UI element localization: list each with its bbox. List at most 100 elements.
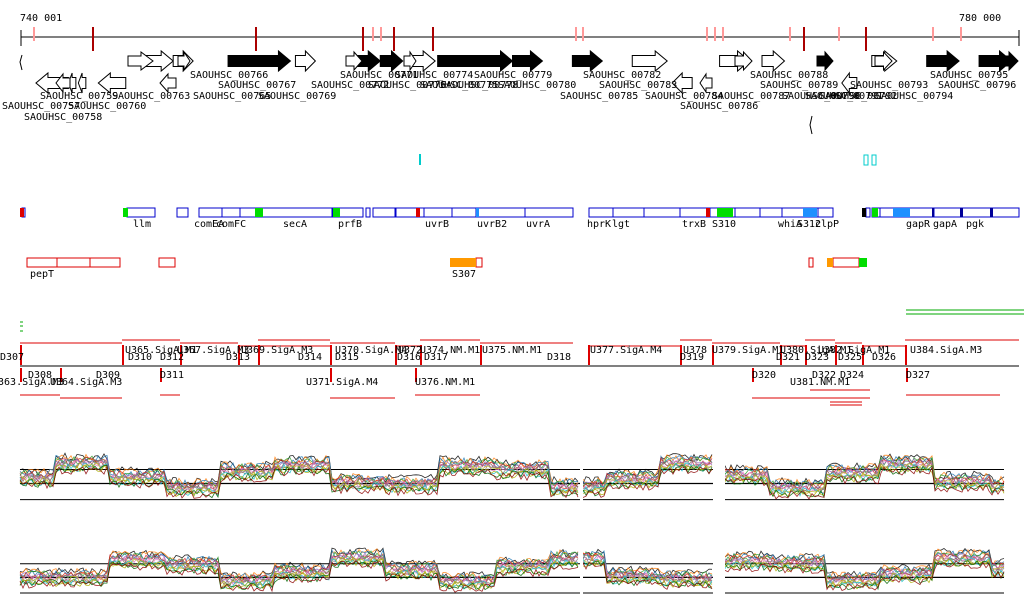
operon-label-lgt[interactable]: lgt	[612, 219, 631, 230]
segment-label-d316[interactable]: D316	[397, 352, 422, 363]
segment-label-d325[interactable]: D325	[838, 352, 863, 363]
gene-label-saouhsc-00796[interactable]: SAOUHSC_00796	[938, 80, 1017, 91]
segment-label-u374[interactable]: U374.NM.M1	[420, 345, 481, 356]
operon-label-gapr[interactable]: gapR	[906, 219, 931, 230]
segment-label-u370[interactable]: U370.SigA.M4	[335, 345, 408, 356]
gene-label-saouhsc-00776[interactable]: SAOUHSC_00776	[368, 80, 447, 91]
segment-label-u372[interactable]: U372	[398, 345, 423, 356]
gene-label-saouhsc-00784[interactable]: SAOUHSC_00784	[645, 91, 724, 102]
operon-label-pgk[interactable]: pgk	[966, 219, 985, 230]
gene-label-saouhsc-00793[interactable]: SAOUHSC_00793	[850, 80, 929, 91]
operon-label-uvrb2[interactable]: uvrB2	[477, 219, 508, 230]
gene-label-saouhsc-00763[interactable]: SAOUHSC_00763	[112, 91, 191, 102]
operon-label-comea[interactable]: comEA	[194, 219, 225, 230]
operon-label-hprk[interactable]: hprK	[587, 219, 612, 230]
operon-label-llm[interactable]: llm	[133, 219, 152, 230]
gene-label-saouhsc-00758[interactable]: SAOUHSC_00758	[24, 112, 103, 123]
srna-label-s307[interactable]: S307	[452, 269, 477, 280]
segment-label-d327[interactable]: D327	[906, 370, 931, 381]
operon-label-clpp[interactable]: clpP	[815, 219, 840, 230]
srna-label-pept[interactable]: pepT	[30, 269, 55, 280]
segment-label-u380[interactable]: U380.SigA.M1	[780, 345, 853, 356]
gene-label-saouhsc-00783[interactable]: SAOUHSC_00783	[599, 80, 678, 91]
segment-label-d322[interactable]: D322	[812, 370, 837, 381]
segment-label-u382[interactable]: U382.SigA.M1	[818, 345, 891, 356]
gene-label-saouhsc-00786[interactable]: SAOUHSC_00786	[680, 101, 759, 112]
gene-label-saouhsc-00765[interactable]: SAOUHSC_00765	[193, 91, 272, 102]
segment-label-u379[interactable]: U379.SigA.M1	[712, 345, 785, 356]
segment-label-d319[interactable]: D319	[680, 352, 705, 363]
gene-label-saouhsc-00792[interactable]: SAOUHSC_00792	[819, 91, 898, 102]
srna-box	[26, 257, 58, 268]
gene-label-saouhsc-00778[interactable]: SAOUHSC_00778	[440, 80, 519, 91]
operon-label-gapa[interactable]: gapA	[933, 219, 958, 230]
gene-label-saouhsc-00760[interactable]: SAOUHSC_00760	[68, 101, 147, 112]
operon-label-trxb[interactable]: trxB	[682, 219, 707, 230]
gene-label-saouhsc-00767[interactable]: SAOUHSC_00767	[218, 80, 297, 91]
operon-label-whia[interactable]: whiA	[778, 219, 803, 230]
segment-label-u377[interactable]: U377.SigA.M4	[590, 345, 663, 356]
gene-label-saouhsc-00785[interactable]: SAOUHSC_00785	[560, 91, 639, 102]
operon-marker	[333, 208, 340, 217]
segment-label-d320[interactable]: D320	[752, 370, 777, 381]
operon-label-uvrb[interactable]: uvrB	[425, 219, 450, 230]
operon-marker	[416, 208, 420, 217]
operon-label-s312[interactable]: S312	[797, 219, 822, 230]
gene-label-saouhsc-00794[interactable]: SAOUHSC_00794	[875, 91, 954, 102]
gene-label-saouhsc-00759[interactable]: SAOUHSC_00759	[40, 91, 119, 102]
gene-label-saouhsc-00774[interactable]: SAOUHSC_00774	[395, 70, 474, 81]
segment-label-d315[interactable]: D315	[335, 352, 360, 363]
ruler-track	[20, 27, 1020, 51]
segment-label-d324[interactable]: D324	[840, 370, 865, 381]
segment-label-d321[interactable]: D321	[776, 352, 801, 363]
segment-label-d313[interactable]: D313	[226, 352, 251, 363]
gene-label-saouhsc-00780[interactable]: SAOUHSC_00780	[498, 80, 577, 91]
operon-label-seca[interactable]: secA	[283, 219, 308, 230]
gene-label-saouhsc-00766[interactable]: SAOUHSC_00766	[190, 70, 269, 81]
gene-label-saouhsc-00769[interactable]: SAOUHSC_00769	[258, 91, 337, 102]
segment-label-u384[interactable]: U384.SigA.M3	[910, 345, 983, 356]
ruler-marker-tick	[582, 27, 584, 41]
operon-label-s310[interactable]: S310	[712, 219, 737, 230]
segment-label-d310[interactable]: D310	[128, 352, 153, 363]
gene-arrow	[127, 51, 154, 71]
gene-label-saouhsc-00788[interactable]: SAOUHSC_00788	[750, 70, 829, 81]
segment-label-d309[interactable]: D309	[96, 370, 121, 381]
segment-label-d326[interactable]: D326	[872, 352, 897, 363]
segment-label-u378[interactable]: U378	[683, 345, 708, 356]
gene-label-saouhsc-00791[interactable]: SAOUHSC_00791	[805, 91, 884, 102]
gene-label-saouhsc-00787[interactable]: SAOUHSC_00787	[712, 91, 791, 102]
gene-label-saouhsc-00772[interactable]: SAOUHSC_00772	[311, 80, 390, 91]
gene-label-saouhsc-00782[interactable]: SAOUHSC_00782	[583, 70, 662, 81]
operon-label-uvra[interactable]: uvrA	[526, 219, 551, 230]
operon-label-comfc[interactable]: comFC	[216, 219, 247, 230]
segment-label-u367[interactable]: U367.SigA.M3	[177, 345, 250, 356]
expression-line	[724, 458, 1005, 492]
operon-label-prfb[interactable]: prfB	[338, 219, 363, 230]
gene-label-saouhsc-00757[interactable]: SAOUHSC_00757	[2, 101, 81, 112]
segment-label-d314[interactable]: D314	[298, 352, 323, 363]
segment-label-u364[interactable]: U364.SigA.M3	[50, 377, 123, 388]
segment-label-u371[interactable]: U371.SigA.M4	[306, 377, 379, 388]
gene-label-saouhsc-00775[interactable]: SAOUHSC_00775	[420, 80, 499, 91]
gene-label-saouhsc-00790[interactable]: SAOUHSC_00790	[782, 91, 861, 102]
segment-label-d307[interactable]: D307	[0, 352, 25, 363]
segment-label-d318[interactable]: D318	[547, 352, 572, 363]
gene-label-saouhsc-00771[interactable]: SAOUHSC_00771	[340, 70, 419, 81]
gene-label-saouhsc-00789[interactable]: SAOUHSC_00789	[760, 80, 839, 91]
segment-label-u376[interactable]: U376.NM.M1	[415, 377, 476, 388]
segment-label-d317[interactable]: D317	[424, 352, 449, 363]
segment-label-u363[interactable]: U363.SigA.M3	[0, 377, 65, 388]
gene-arrow	[816, 50, 834, 72]
segment-label-u369[interactable]: U369.SigA.M3	[241, 345, 314, 356]
gene-label-saouhsc-00779[interactable]: SAOUHSC_00779	[474, 70, 553, 81]
segment-label-u365[interactable]: U365.SigA.M1	[125, 345, 198, 356]
segment-label-d323[interactable]: D323	[805, 352, 830, 363]
segment-label-d312[interactable]: D312	[160, 352, 185, 363]
segment-label-u375[interactable]: U375.NM.M1	[482, 345, 543, 356]
segment-label-u381[interactable]: U381.NM.M1	[790, 377, 851, 388]
segment-label-d311[interactable]: D311	[160, 370, 185, 381]
gene-label-saouhsc-00795[interactable]: SAOUHSC_00795	[930, 70, 1009, 81]
segment-label-d308[interactable]: D308	[28, 370, 53, 381]
gene-arrow	[379, 49, 404, 73]
